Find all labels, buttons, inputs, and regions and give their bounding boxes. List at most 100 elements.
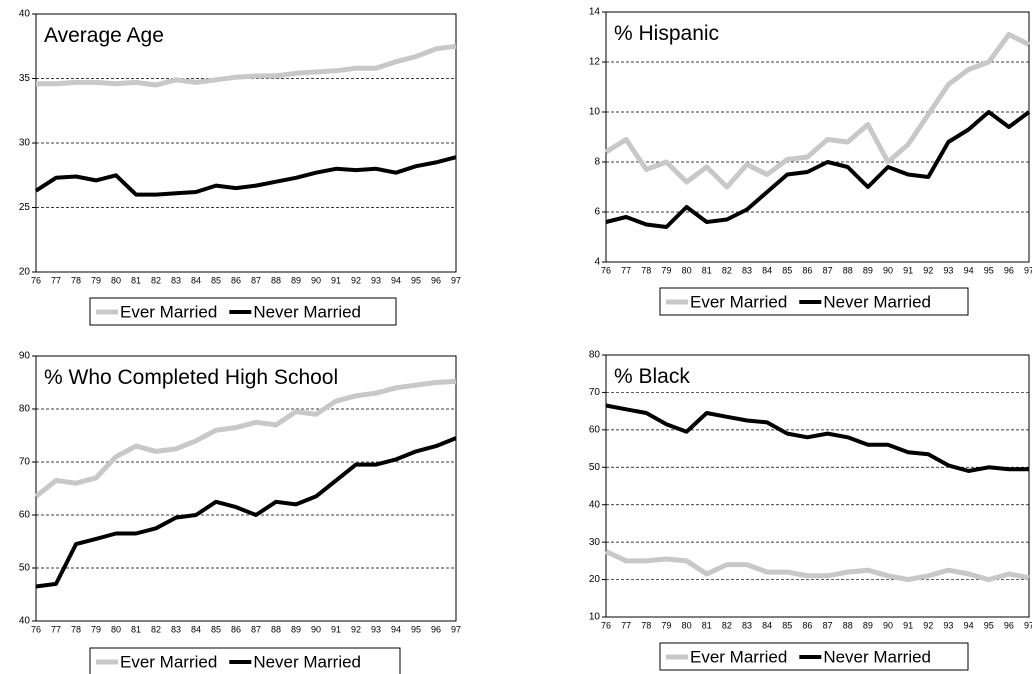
y-tick-label: 70 bbox=[19, 457, 31, 468]
legend-label: Never Married bbox=[823, 292, 931, 311]
x-tick-label: 78 bbox=[71, 624, 81, 634]
plot-frame bbox=[605, 354, 1030, 618]
x-tick-label: 85 bbox=[211, 624, 221, 634]
y-tick-label: 50 bbox=[589, 462, 601, 473]
y-tick-label: 70 bbox=[589, 387, 601, 398]
series-line bbox=[35, 436, 457, 589]
legend-label: Never Married bbox=[823, 647, 931, 666]
y-tick-label: 60 bbox=[19, 510, 31, 521]
x-tick-label: 77 bbox=[621, 620, 631, 630]
x-tick-label: 95 bbox=[411, 624, 421, 634]
x-tick-label: 76 bbox=[601, 265, 611, 275]
y-tick-label: 10 bbox=[589, 612, 601, 623]
x-tick-label: 93 bbox=[943, 620, 953, 630]
x-tick-label: 81 bbox=[702, 620, 712, 630]
x-tick-label: 87 bbox=[823, 265, 833, 275]
x-tick-label: 80 bbox=[682, 265, 692, 275]
x-tick-label: 97 bbox=[451, 275, 461, 285]
x-tick-label: 79 bbox=[91, 275, 101, 285]
x-tick-label: 91 bbox=[903, 620, 913, 630]
chart-title: % Hispanic bbox=[614, 22, 719, 45]
x-tick-label: 83 bbox=[742, 620, 752, 630]
x-tick-label: 93 bbox=[371, 275, 381, 285]
x-tick-label: 95 bbox=[984, 265, 994, 275]
x-tick-label: 97 bbox=[1024, 620, 1032, 630]
chart-panel: 10 20 30 40 50 60 70 80 76 77 78 79 80 81 82 83 84 85 86 87… bbox=[589, 350, 1032, 671]
x-tick-label: 92 bbox=[351, 275, 361, 285]
y-tick-label: 10 bbox=[589, 107, 601, 118]
legend-label: Never Married bbox=[253, 652, 361, 671]
x-tick-label: 94 bbox=[964, 265, 974, 275]
x-tick-label: 95 bbox=[411, 275, 421, 285]
y-tick-label: 8 bbox=[594, 157, 600, 168]
series-line bbox=[605, 403, 1029, 473]
x-tick-label: 84 bbox=[191, 275, 201, 285]
x-tick-label: 88 bbox=[843, 620, 853, 630]
x-tick-label: 82 bbox=[722, 620, 732, 630]
x-tick-label: 89 bbox=[863, 265, 873, 275]
y-tick-label: 80 bbox=[589, 350, 601, 361]
plot-frame bbox=[605, 11, 1030, 263]
x-tick-label: 81 bbox=[702, 265, 712, 275]
x-tick-label: 80 bbox=[111, 275, 121, 285]
x-tick-label: 96 bbox=[1004, 620, 1014, 630]
x-tick-label: 92 bbox=[923, 265, 933, 275]
y-tick-label: 6 bbox=[594, 207, 600, 218]
x-tick-label: 93 bbox=[943, 265, 953, 275]
x-tick-label: 80 bbox=[111, 624, 121, 634]
x-tick-label: 96 bbox=[431, 624, 441, 634]
x-tick-label: 85 bbox=[782, 265, 792, 275]
chart-panel: 20 25 30 35 40 76 77 78 79 80 81 82 83 84 85 86 87 88 89 90… bbox=[19, 9, 461, 326]
x-tick-label: 82 bbox=[151, 624, 161, 634]
x-tick-label: 88 bbox=[271, 624, 281, 634]
x-tick-label: 82 bbox=[722, 265, 732, 275]
series-line bbox=[604, 549, 1030, 583]
series-line bbox=[34, 378, 457, 499]
x-tick-label: 78 bbox=[641, 265, 651, 275]
x-tick-label: 85 bbox=[211, 275, 221, 285]
x-tick-label: 90 bbox=[311, 275, 321, 285]
x-tick-label: 93 bbox=[371, 624, 381, 634]
plot-frame bbox=[35, 355, 457, 622]
y-tick-label: 60 bbox=[589, 424, 601, 435]
y-tick-label: 50 bbox=[19, 563, 31, 574]
chart-panel: 4 6 8 10 12 14 76 77 78 79 80 81 82 83 84 85 86 87 88 89 90 9… bbox=[589, 7, 1032, 316]
legend-label: Never Married bbox=[253, 302, 361, 321]
legend-frame bbox=[659, 642, 969, 671]
x-tick-label: 82 bbox=[151, 275, 161, 285]
x-tick-label: 77 bbox=[51, 275, 61, 285]
x-tick-label: 91 bbox=[331, 275, 341, 285]
x-tick-label: 87 bbox=[251, 624, 261, 634]
x-tick-label: 91 bbox=[331, 624, 341, 634]
legend-label: Ever Married bbox=[120, 652, 217, 671]
x-tick-label: 78 bbox=[641, 620, 651, 630]
x-tick-label: 87 bbox=[251, 275, 261, 285]
x-tick-label: 97 bbox=[451, 624, 461, 634]
x-tick-label: 86 bbox=[802, 265, 812, 275]
x-tick-label: 89 bbox=[863, 620, 873, 630]
x-tick-label: 87 bbox=[823, 620, 833, 630]
x-tick-label: 76 bbox=[601, 620, 611, 630]
y-tick-label: 20 bbox=[19, 267, 31, 278]
x-tick-label: 79 bbox=[661, 620, 671, 630]
plot-frame bbox=[35, 13, 457, 273]
chart-title: % Who Completed High School bbox=[44, 366, 338, 389]
y-tick-label: 80 bbox=[19, 404, 31, 415]
x-tick-label: 94 bbox=[391, 624, 401, 634]
x-tick-label: 83 bbox=[742, 265, 752, 275]
x-tick-label: 79 bbox=[661, 265, 671, 275]
legend-label: Ever Married bbox=[120, 302, 217, 321]
x-tick-label: 90 bbox=[311, 624, 321, 634]
x-tick-label: 83 bbox=[171, 275, 181, 285]
x-tick-label: 84 bbox=[762, 265, 772, 275]
x-tick-label: 92 bbox=[351, 624, 361, 634]
y-tick-label: 12 bbox=[589, 57, 601, 68]
y-tick-label: 40 bbox=[19, 9, 31, 20]
x-tick-label: 95 bbox=[984, 620, 994, 630]
y-tick-label: 30 bbox=[589, 537, 601, 548]
y-tick-label: 14 bbox=[589, 7, 601, 18]
y-tick-label: 20 bbox=[589, 574, 601, 585]
x-tick-label: 94 bbox=[391, 275, 401, 285]
legend-label: Ever Married bbox=[690, 292, 787, 311]
